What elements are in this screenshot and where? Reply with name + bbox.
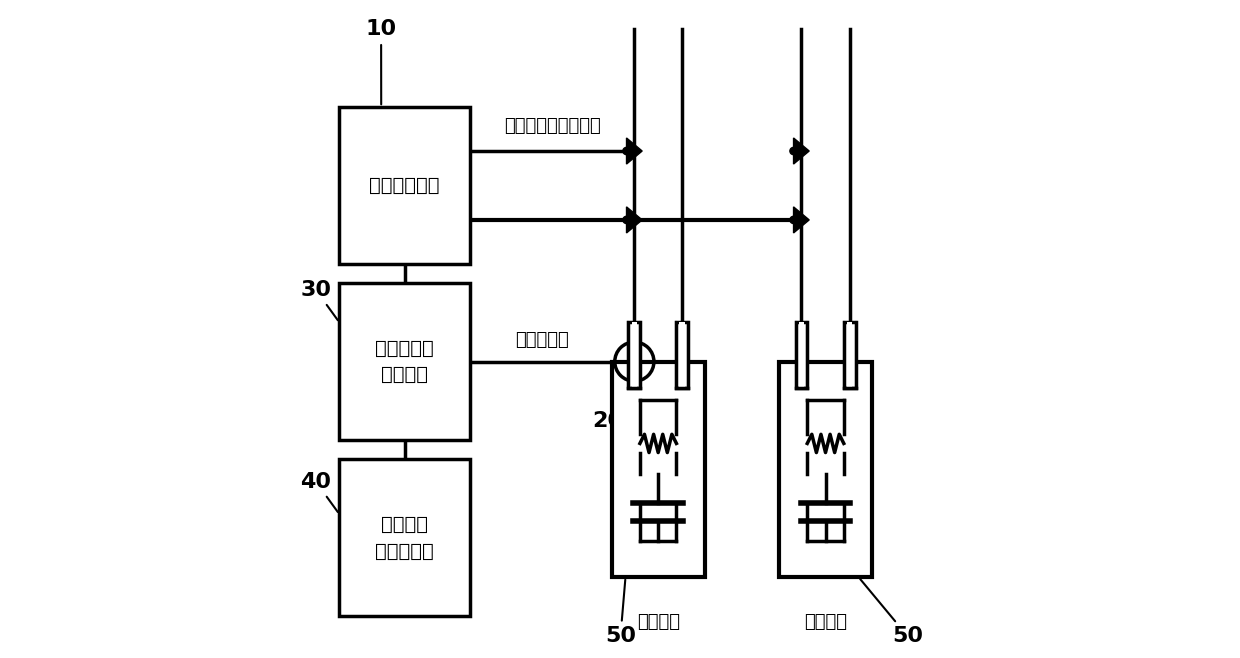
Bar <box>799 322 804 388</box>
Bar <box>340 284 470 440</box>
Bar <box>340 107 470 264</box>
Text: 人机交互
及接口模块: 人机交互 及接口模块 <box>376 515 434 561</box>
Bar <box>847 322 852 388</box>
Text: 20: 20 <box>591 384 627 431</box>
Bar <box>340 459 470 616</box>
Polygon shape <box>794 207 810 233</box>
Polygon shape <box>626 207 642 233</box>
Text: 30: 30 <box>300 280 337 320</box>
Text: 10: 10 <box>366 19 397 105</box>
Bar <box>843 322 856 388</box>
Bar <box>611 362 704 577</box>
Bar <box>676 322 688 388</box>
Circle shape <box>790 147 797 155</box>
Bar <box>779 362 873 577</box>
Text: 高角度精度
测量模块: 高角度精度 测量模块 <box>376 339 434 384</box>
Polygon shape <box>626 138 642 164</box>
Bar <box>796 322 807 388</box>
Text: 待测电容: 待测电容 <box>636 613 680 631</box>
Polygon shape <box>794 138 810 164</box>
Text: 待测电容: 待测电容 <box>804 613 847 631</box>
Bar <box>629 322 640 388</box>
Circle shape <box>622 147 630 155</box>
Text: 50: 50 <box>605 580 636 646</box>
Circle shape <box>622 216 630 224</box>
Text: 50: 50 <box>861 579 923 646</box>
Text: 低频高压电源: 低频高压电源 <box>370 176 440 195</box>
Text: 40: 40 <box>300 472 337 512</box>
Bar <box>680 322 684 388</box>
Text: 测试激励与电压反馈: 测试激励与电压反馈 <box>503 116 600 135</box>
Text: 钳形互感器: 钳形互感器 <box>516 330 569 349</box>
Circle shape <box>790 216 797 224</box>
Bar <box>631 322 637 388</box>
